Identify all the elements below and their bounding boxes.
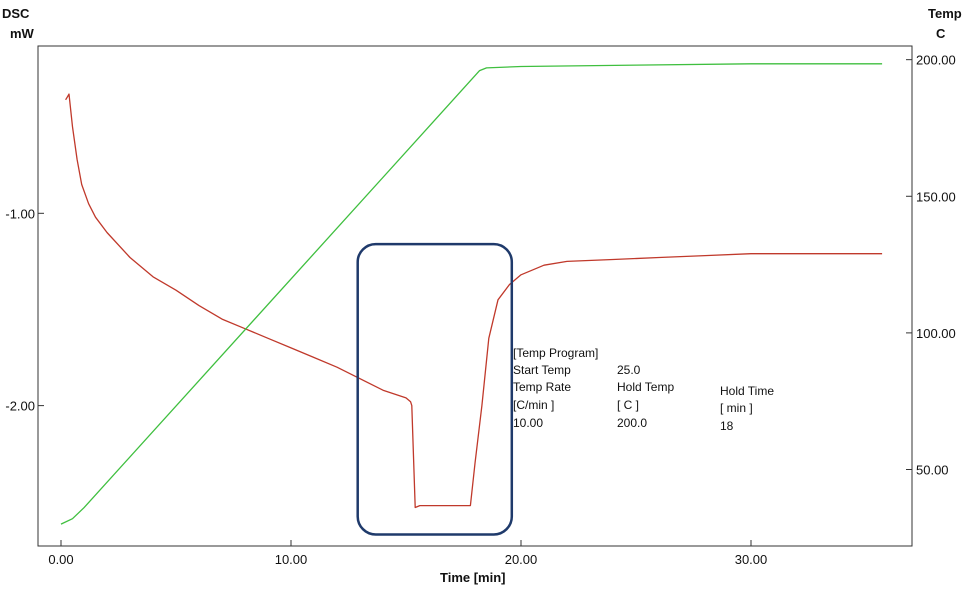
temp-rate-unit: [C/min ] — [513, 398, 555, 412]
hold-temp-value: 200.0 — [617, 416, 648, 430]
dsc-series-line — [65, 93, 883, 509]
x-tick-label: 20.00 — [505, 552, 538, 567]
start-temp-label: Start Temp — [513, 363, 571, 377]
right-tick-label: 50.00 — [916, 462, 949, 477]
temp-rate-value: 10.00 — [513, 416, 544, 430]
right-axis-label-line2: C — [936, 26, 946, 41]
left-tick-label: -1.00 — [5, 206, 35, 221]
x-tick-label: 10.00 — [275, 552, 308, 567]
highlight-group — [356, 242, 514, 536]
left-axis-label-line1: DSC — [2, 6, 30, 21]
x-axis-label: Time [min] — [440, 570, 506, 585]
hold-time-header: Hold Time — [720, 384, 775, 398]
temperature-series-line — [60, 63, 883, 525]
left-tick-label: -2.00 — [5, 399, 35, 414]
left-axis-ticks: -1.00 -2.00 — [5, 206, 44, 414]
plot-frame — [37, 45, 913, 547]
right-tick-label: 150.00 — [916, 189, 956, 204]
right-tick-label: 100.00 — [916, 326, 956, 341]
x-tick-label: 0.00 — [48, 552, 73, 567]
highlight-box — [356, 242, 514, 536]
temp-program-title: [Temp Program] — [513, 346, 599, 360]
hold-time-unit: [ min ] — [720, 401, 753, 415]
hold-time-value: 18 — [720, 419, 734, 433]
hold-temp-unit: [ C ] — [617, 398, 640, 412]
x-tick-label: 30.00 — [735, 552, 768, 567]
left-axis-label-line2: mW — [10, 26, 34, 41]
right-axis-label-line1: Temp — [928, 6, 962, 21]
right-tick-label: 200.00 — [916, 53, 956, 68]
right-axis-ticks: 50.00 100.00 150.00 200.00 — [906, 53, 956, 477]
temp-rate-header: Temp Rate — [513, 380, 572, 394]
hold-temp-header: Hold Temp — [617, 380, 675, 394]
x-axis-ticks: 0.00 10.00 20.00 30.00 — [48, 540, 767, 567]
series-group — [60, 63, 883, 525]
start-temp-value: 25.0 — [617, 363, 641, 377]
